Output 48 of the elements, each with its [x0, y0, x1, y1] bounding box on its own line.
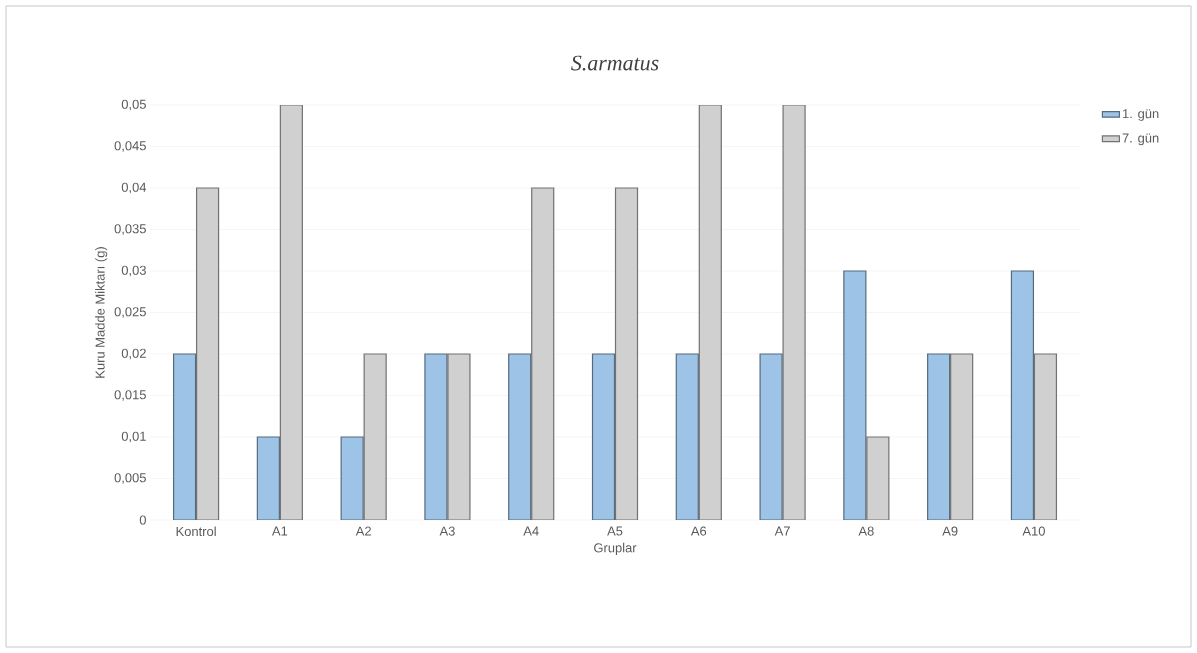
x-tick-label: A10 — [1022, 526, 1045, 536]
x-tick-label: A5 — [607, 526, 623, 536]
bar — [675, 353, 699, 520]
bar — [698, 105, 722, 520]
bar — [591, 353, 616, 520]
bar — [927, 353, 951, 520]
x-tick-label: A7 — [774, 526, 790, 536]
y-tick-label: 0,035 — [114, 224, 146, 235]
bar — [531, 187, 555, 520]
y-tick-label: 0 — [139, 515, 146, 525]
bar — [950, 353, 974, 520]
y-tick-label: 0,005 — [114, 473, 146, 484]
x-tick-label: A6 — [690, 526, 707, 536]
x-tick-label: A1 — [271, 526, 288, 536]
x-tick-label: A4 — [523, 526, 539, 536]
bar — [759, 353, 783, 520]
y-tick-label: 0,02 — [121, 348, 146, 360]
bar — [447, 353, 471, 520]
bar — [424, 353, 448, 520]
y-tick-label: 0,01 — [121, 431, 146, 443]
bar — [1033, 353, 1058, 520]
y-tick-label: 0,045 — [114, 141, 146, 152]
bar — [843, 270, 867, 520]
y-tick-label: 0,015 — [114, 390, 146, 401]
bar — [340, 436, 364, 520]
bar — [614, 187, 639, 520]
y-tick-label: 0,025 — [114, 307, 146, 318]
x-tick-label: A2 — [355, 526, 371, 536]
bar — [782, 105, 806, 520]
x-axis-title: Gruplar — [594, 542, 637, 555]
bar — [363, 353, 387, 520]
y-tick-label: 0,05 — [121, 99, 146, 111]
bar — [172, 353, 197, 520]
bar — [1010, 270, 1035, 520]
x-tick-label: A3 — [439, 526, 455, 536]
y-tick-label: 0,03 — [121, 265, 146, 277]
x-tick-label: A9 — [942, 526, 958, 536]
legend-label: 1. gün — [1122, 109, 1159, 121]
x-tick-label: A8 — [858, 526, 874, 536]
chart-title: S.armatus — [571, 55, 659, 71]
bar — [256, 436, 280, 520]
bar — [195, 187, 220, 520]
y-axis-title: Kuru Madde Miktarı (g) — [95, 247, 108, 378]
bar — [279, 105, 303, 520]
bar — [508, 353, 532, 520]
legend-label: 7. gün — [1122, 133, 1159, 146]
y-tick-label: 0,04 — [121, 182, 147, 194]
x-tick-label: Kontrol — [176, 526, 216, 537]
